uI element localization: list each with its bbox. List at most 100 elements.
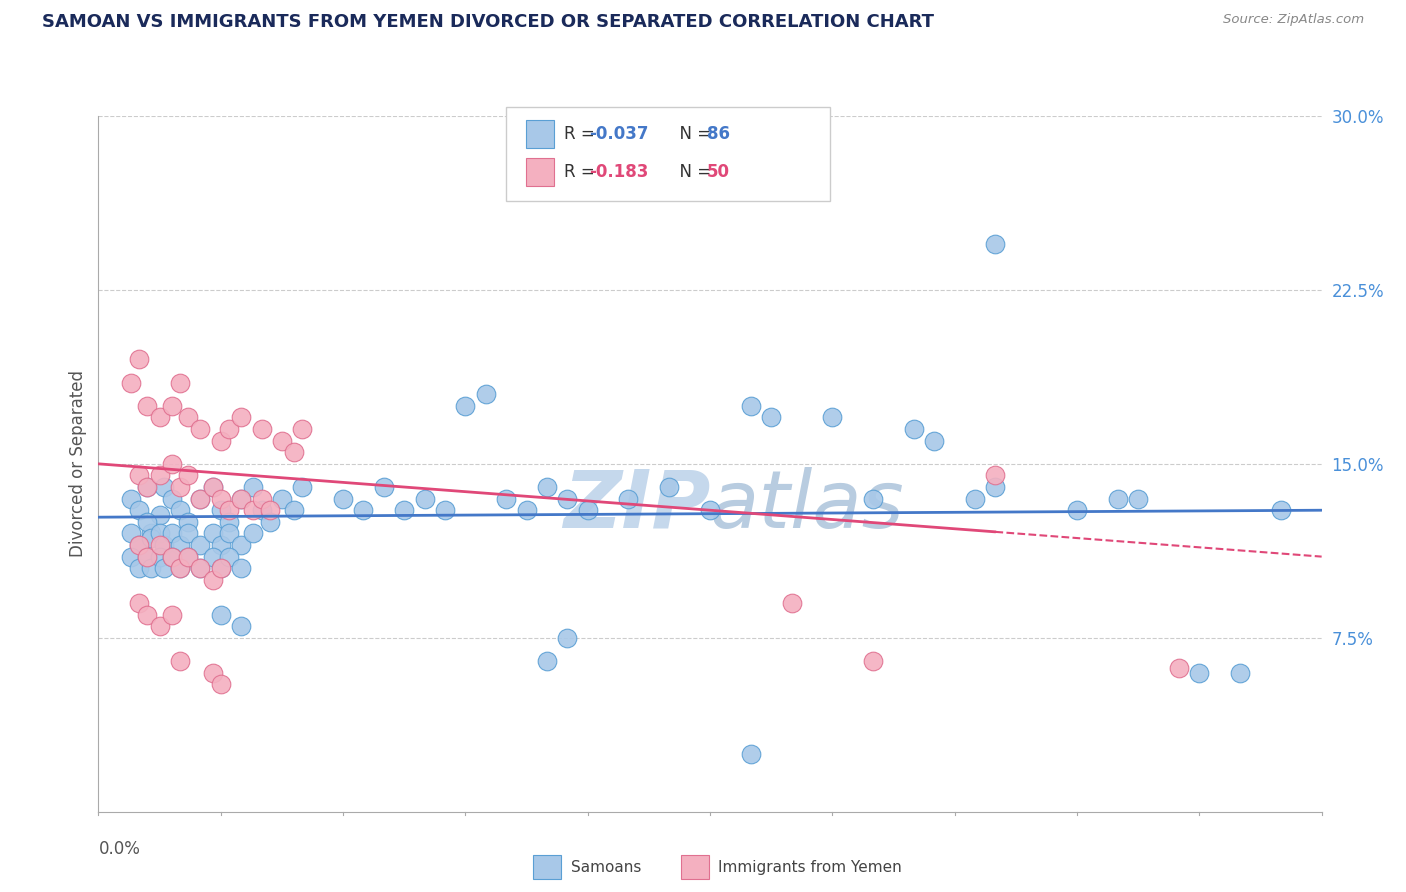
Point xyxy=(169,376,191,390)
Point xyxy=(576,503,599,517)
Point xyxy=(862,491,884,506)
Point xyxy=(218,526,240,541)
Point xyxy=(761,410,783,425)
Text: 0.0%: 0.0% xyxy=(98,839,141,857)
Point xyxy=(160,549,183,564)
Text: Source: ZipAtlas.com: Source: ZipAtlas.com xyxy=(1223,13,1364,27)
Point xyxy=(188,422,212,436)
Point xyxy=(128,596,150,610)
Text: 86: 86 xyxy=(707,125,730,143)
Point xyxy=(160,399,183,413)
Point xyxy=(169,538,191,552)
Point xyxy=(1229,665,1251,680)
Point xyxy=(149,468,172,483)
Point xyxy=(1270,503,1292,517)
Point xyxy=(141,526,163,541)
Text: R =: R = xyxy=(564,125,600,143)
Point xyxy=(160,607,183,622)
Point xyxy=(209,434,232,448)
Point xyxy=(169,503,191,517)
Point xyxy=(740,399,762,413)
Point xyxy=(136,515,159,529)
Point xyxy=(201,549,224,564)
Point xyxy=(136,399,159,413)
Point xyxy=(218,503,240,517)
Point xyxy=(160,457,183,471)
Point xyxy=(136,480,159,494)
Point xyxy=(177,468,200,483)
Point xyxy=(201,480,224,494)
Point xyxy=(152,561,174,575)
Point xyxy=(283,503,305,517)
Point xyxy=(120,526,142,541)
Text: SAMOAN VS IMMIGRANTS FROM YEMEN DIVORCED OR SEPARATED CORRELATION CHART: SAMOAN VS IMMIGRANTS FROM YEMEN DIVORCED… xyxy=(42,13,934,31)
Point xyxy=(120,491,142,506)
Point xyxy=(555,491,579,506)
Point xyxy=(332,491,354,506)
Point xyxy=(922,434,945,448)
Point xyxy=(169,480,191,494)
Point xyxy=(250,491,273,506)
Point xyxy=(149,410,172,425)
Point xyxy=(188,491,212,506)
Point xyxy=(658,480,681,494)
Point xyxy=(188,491,212,506)
Text: -0.183: -0.183 xyxy=(589,163,648,181)
Point xyxy=(1188,665,1211,680)
Point xyxy=(231,491,253,506)
Point xyxy=(291,480,314,494)
Point xyxy=(862,654,884,668)
Point xyxy=(128,561,150,575)
Point xyxy=(177,549,200,564)
Point xyxy=(291,422,314,436)
Point xyxy=(120,376,142,390)
Point xyxy=(136,607,159,622)
Text: N =: N = xyxy=(669,163,717,181)
Point xyxy=(141,531,163,545)
Point xyxy=(209,561,232,575)
Point xyxy=(283,445,305,459)
Point xyxy=(177,410,200,425)
Point xyxy=(177,549,200,564)
Text: R =: R = xyxy=(564,163,600,181)
Point xyxy=(231,491,253,506)
Point xyxy=(242,503,264,517)
Point xyxy=(536,480,558,494)
Point xyxy=(120,549,142,564)
Point xyxy=(1128,491,1150,506)
Point xyxy=(984,468,1007,483)
Point xyxy=(160,491,183,506)
Point xyxy=(454,399,477,413)
Point xyxy=(169,561,191,575)
Point xyxy=(188,561,212,575)
Point xyxy=(231,619,253,633)
Point xyxy=(188,538,212,552)
Text: ZIP: ZIP xyxy=(562,467,710,545)
Point xyxy=(141,561,163,575)
Point xyxy=(516,503,538,517)
Point xyxy=(209,491,232,506)
Point xyxy=(201,573,224,587)
Text: atlas: atlas xyxy=(710,467,905,545)
Point xyxy=(218,549,240,564)
Point xyxy=(495,491,517,506)
Point xyxy=(209,561,232,575)
Point xyxy=(160,526,183,541)
Point xyxy=(231,538,253,552)
Point xyxy=(536,654,558,668)
Point xyxy=(209,677,232,691)
Point xyxy=(218,422,240,436)
Point xyxy=(149,619,172,633)
Point xyxy=(209,538,232,552)
Point xyxy=(169,561,191,575)
Point xyxy=(242,526,264,541)
Point xyxy=(128,503,150,517)
Point xyxy=(201,665,224,680)
Point xyxy=(177,526,200,541)
Point xyxy=(149,549,172,564)
Point xyxy=(352,503,374,517)
Point xyxy=(136,549,159,564)
Point xyxy=(474,387,498,401)
Point xyxy=(1167,661,1189,675)
Point xyxy=(231,410,253,425)
